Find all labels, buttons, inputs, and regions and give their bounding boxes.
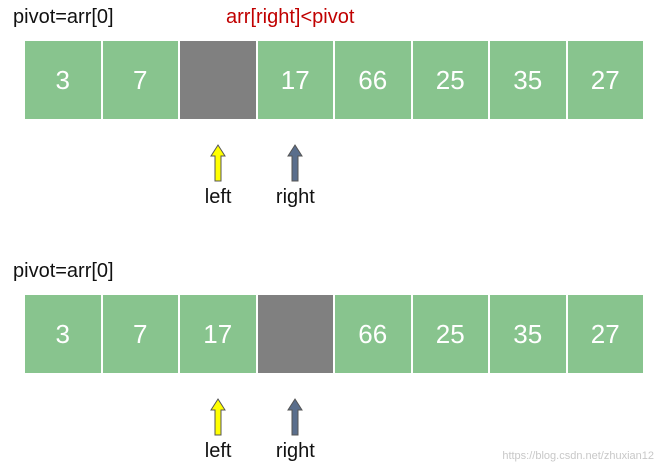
array-row: 3 7 17 66 25 35 27 (25, 295, 643, 373)
array-cell: 25 (412, 41, 490, 119)
array-cell: 17 (257, 41, 335, 119)
array-cell: 66 (335, 295, 413, 373)
pointer-left: left (188, 398, 248, 463)
up-arrow-icon (287, 398, 304, 436)
pointer-right: right (265, 398, 325, 463)
pointer-label: left (204, 186, 232, 208)
step-2: pivot=arr[0] 3 7 17 66 25 35 27 left right (0, 254, 666, 474)
pointer-left: left (188, 144, 248, 209)
array-cell: 35 (490, 295, 568, 373)
array-cell: 66 (335, 41, 413, 119)
array-cell: 7 (102, 295, 180, 373)
array-cell: 35 (490, 41, 568, 119)
array-cell: 27 (567, 295, 643, 373)
pivot-label: pivot=arr[0] (13, 260, 114, 282)
watermark: https://blog.csdn.net/zhuxian12 (502, 450, 654, 462)
array-cell: 7 (102, 41, 180, 119)
array-cell-empty (257, 295, 335, 373)
pointer-label: right (275, 186, 315, 208)
array-cell: 17 (180, 295, 258, 373)
up-arrow-icon (287, 144, 304, 182)
array-cell: 25 (412, 295, 490, 373)
pointer-right: right (265, 144, 325, 209)
array-cell: 27 (567, 41, 643, 119)
array-row: 3 7 17 66 25 35 27 (25, 41, 643, 119)
condition-label: arr[right]<pivot (226, 6, 355, 28)
array-cell: 3 (25, 295, 103, 373)
array-cell: 3 (25, 41, 103, 119)
step-1: pivot=arr[0] arr[right]<pivot 3 7 17 66 25 35… (0, 0, 666, 220)
array-cell-empty (180, 41, 258, 119)
pointer-label: right (275, 440, 315, 462)
pointer-label: left (204, 440, 232, 462)
up-arrow-icon (210, 144, 227, 182)
up-arrow-icon (210, 398, 227, 436)
pivot-label: pivot=arr[0] (13, 6, 114, 28)
